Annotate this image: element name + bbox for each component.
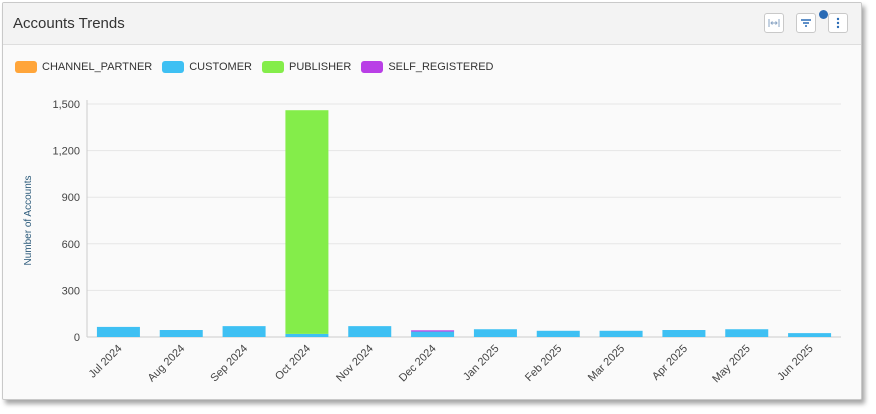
card-header: Accounts Trends [3,3,861,45]
x-tick-label: Mar 2025 [586,343,627,384]
y-axis-title: Number of Accounts [23,175,34,265]
bar-customer [348,326,392,337]
legend-item-self-registered[interactable]: SELF_REGISTERED [361,61,493,73]
legend-swatch [261,61,284,73]
y-tick-label: 1,200 [52,146,80,158]
y-tick-label: 600 [62,239,80,251]
legend-label: CHANNEL_PARTNER [42,61,153,73]
bar-self-registered [411,330,455,332]
y-tick-label: 300 [62,285,80,297]
legend-item-channel-partner[interactable]: CHANNEL_PARTNER [15,61,152,73]
bar-customer [788,333,832,337]
filter-active-badge [819,10,828,19]
x-tick-label: Aug 2024 [146,343,188,385]
legend-label: PUBLISHER [288,61,352,73]
bar-customer [536,330,580,337]
bar-customer [599,330,643,337]
legend-label: CUSTOMER [189,61,252,73]
bar-customer [411,331,455,337]
x-tick-label: Jun 2025 [775,343,815,383]
bar-customer [725,329,769,337]
filter-button[interactable] [796,13,816,33]
bar-customer [662,330,706,337]
legend-swatch [15,61,37,73]
more-options-button[interactable] [828,13,848,33]
x-tick-label: Dec 2024 [397,343,439,385]
more-vertical-icon [836,17,840,29]
bar-customer [96,326,140,337]
x-tick-label: Oct 2024 [273,343,313,383]
y-tick-label: 1,500 [52,99,80,111]
expand-horizontal-icon [768,19,780,27]
x-tick-label: Sep 2024 [208,343,250,385]
filter-icon [801,19,811,27]
x-tick-label: Nov 2024 [334,343,376,385]
expand-button[interactable] [764,13,784,33]
bar-customer [473,329,517,337]
bar-publisher [285,110,329,334]
legend-swatch [162,61,185,73]
chart-legend: CHANNEL_PARTNER CUSTOMER PUBLISHER SELF_REG… [15,59,503,75]
card-title: Accounts Trends [13,15,125,32]
legend-label: SELF_REGISTERED [388,61,494,73]
accounts-bar-chart: 0 300 600 900 1,200 1,500 Number of Accounts Ju… [23,99,841,386]
accounts-trends-card: Accounts Trends [2,2,862,400]
x-tick-label: Jan 2025 [461,343,501,383]
x-tick-label: Jul 2024 [87,343,125,381]
y-tick-label: 0 [74,332,80,344]
card-body: CHANNEL_PARTNER CUSTOMER PUBLISHER SELF_REG… [3,45,861,399]
bar-customer [222,326,266,337]
legend-item-customer[interactable]: CUSTOMER [162,61,252,73]
x-tick-label: Apr 2025 [650,343,690,383]
legend-swatch [361,61,384,73]
legend-item-publisher[interactable]: PUBLISHER [261,61,352,73]
y-tick-label: 900 [62,192,80,204]
bar-customer [285,333,329,337]
x-tick-label: Feb 2025 [523,343,564,384]
bar-customer [159,330,203,337]
x-tick-label: May 2025 [710,343,753,386]
